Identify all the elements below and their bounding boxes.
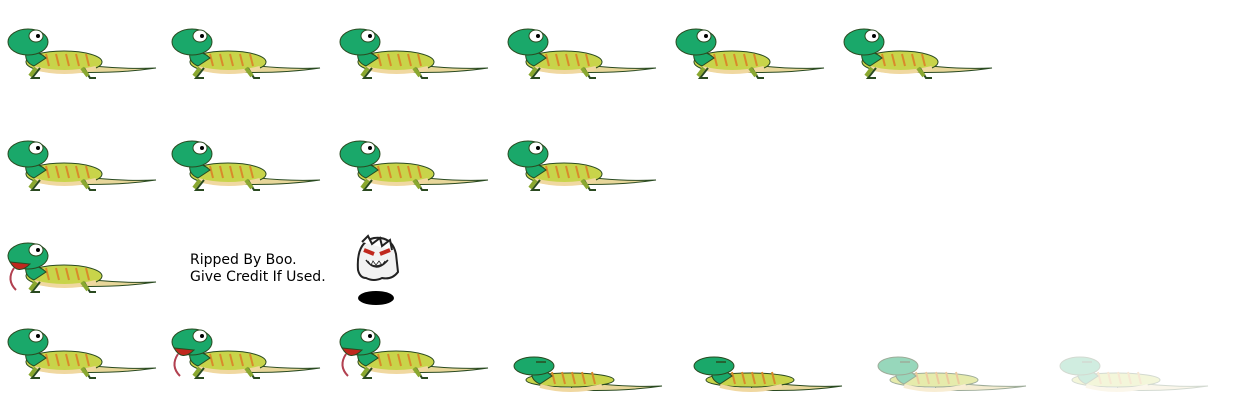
lizard-idle-frame-1 (4, 18, 164, 79)
lizard-sprite-art (339, 328, 489, 379)
lizard-sprite-art (675, 28, 825, 79)
lizard-hit-frame-1 (4, 318, 164, 379)
boo-ghost-icon (352, 232, 404, 308)
lizard-sprite-art (507, 28, 657, 79)
lizard-sprite-art (1059, 356, 1209, 392)
lizard-idle-frame-3 (336, 18, 496, 79)
lizard-attack-frame-1 (4, 232, 164, 293)
lizard-sprite-art (843, 28, 993, 79)
lizard-hit-frame-2 (168, 318, 328, 379)
lizard-idle-frame-2 (168, 18, 328, 79)
credit-line-1: Ripped By Boo. (190, 252, 297, 268)
lizard-idle-frame-6 (840, 18, 1000, 79)
lizard-sprite-art (7, 328, 157, 379)
lizard-walk-frame-2 (168, 130, 328, 191)
lizard-sprite-art (7, 28, 157, 79)
lizard-sprite-art (339, 28, 489, 79)
lizard-sprite-art (339, 140, 489, 191)
lizard-idle-frame-5 (672, 18, 832, 79)
lizard-sprite-art (513, 356, 663, 392)
lizard-sprite-art (171, 328, 321, 379)
lizard-sprite-art (171, 28, 321, 79)
lizard-walk-frame-4 (504, 130, 664, 191)
credit-text: Ripped By Boo. Give Credit If Used. (190, 252, 326, 286)
lizard-sprite-art (507, 140, 657, 191)
lizard-walk-frame-1 (4, 130, 164, 191)
lizard-hit-frame-3 (336, 318, 496, 379)
lizard-sprite-art (693, 356, 843, 392)
lizard-death-frame-4 (1056, 326, 1216, 392)
lizard-walk-frame-3 (336, 130, 496, 191)
lizard-death-frame-2 (690, 326, 850, 392)
credit-line-2: Give Credit If Used. (190, 269, 326, 285)
lizard-idle-frame-4 (504, 18, 664, 79)
lizard-sprite-art (171, 140, 321, 191)
lizard-sprite-art (7, 140, 157, 191)
lizard-death-frame-3 (874, 326, 1034, 392)
lizard-sprite-art (7, 242, 157, 293)
lizard-death-frame-1 (510, 326, 670, 392)
lizard-sprite-art (877, 356, 1027, 392)
